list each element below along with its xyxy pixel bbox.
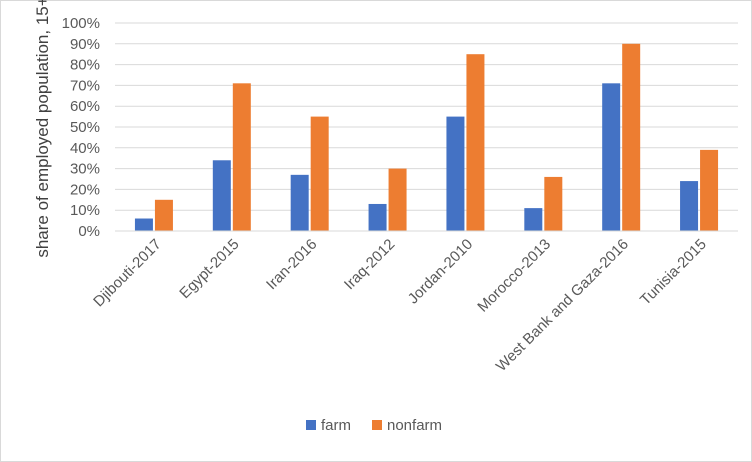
bar-nonfarm bbox=[232, 83, 251, 231]
x-axis-ticks: Djibouti-2017 Egypt-2015 Iran-2016 Iraq-201… bbox=[90, 236, 710, 375]
legend-label-farm: farm bbox=[321, 417, 351, 434]
bar-farm bbox=[290, 174, 309, 231]
bar-farm bbox=[368, 203, 387, 231]
x-tick-label: Iran-2016 bbox=[263, 236, 320, 293]
y-tick-label: 40% bbox=[70, 140, 100, 157]
bar-farm bbox=[134, 218, 153, 231]
y-tick-label: 0% bbox=[78, 223, 100, 240]
bar-farm bbox=[446, 116, 465, 231]
y-tick-label: 100% bbox=[62, 15, 100, 32]
y-tick-label: 10% bbox=[70, 202, 100, 219]
y-tick-label: 60% bbox=[70, 98, 100, 115]
bar-nonfarm bbox=[544, 176, 563, 231]
bar-farm bbox=[212, 160, 231, 231]
x-tick-label: Tunisia-2015 bbox=[637, 236, 710, 309]
bar-nonfarm bbox=[622, 43, 641, 231]
bar-nonfarm bbox=[310, 116, 329, 231]
gridlines bbox=[115, 22, 738, 211]
x-tick-label: West Bank and Gaza-2016 bbox=[493, 236, 632, 375]
y-tick-label: 50% bbox=[70, 119, 100, 136]
y-axis-title: share of employed population, 15+ bbox=[33, 0, 52, 258]
bar-nonfarm bbox=[388, 168, 407, 231]
bar-nonfarm bbox=[700, 149, 719, 231]
x-tick-label: Iraq-2012 bbox=[341, 236, 398, 293]
y-axis-ticks: 0% 10% 20% 30% 40% 50% 60% 70% 80% 90% 100% bbox=[62, 15, 100, 240]
legend: farm nonfarm bbox=[306, 417, 442, 434]
x-tick-label: Djibouti-2017 bbox=[90, 236, 165, 311]
y-tick-label: 90% bbox=[70, 36, 100, 53]
x-tick-label: Morocco-2013 bbox=[474, 236, 554, 316]
legend-swatch-farm bbox=[306, 420, 316, 430]
y-tick-label: 70% bbox=[70, 77, 100, 94]
bar-farm bbox=[524, 208, 543, 231]
y-tick-label: 80% bbox=[70, 57, 100, 74]
x-tick-label: Jordan-2010 bbox=[405, 236, 477, 308]
x-tick-label: Egypt-2015 bbox=[176, 236, 242, 302]
bar-nonfarm bbox=[466, 54, 485, 232]
legend-swatch-nonfarm bbox=[372, 420, 382, 430]
bars bbox=[134, 43, 719, 232]
bar-nonfarm bbox=[154, 199, 173, 231]
bar-farm bbox=[680, 181, 699, 231]
bar-farm bbox=[602, 83, 621, 231]
y-tick-label: 30% bbox=[70, 161, 100, 178]
y-tick-label: 20% bbox=[70, 181, 100, 198]
legend-label-nonfarm: nonfarm bbox=[387, 417, 442, 434]
